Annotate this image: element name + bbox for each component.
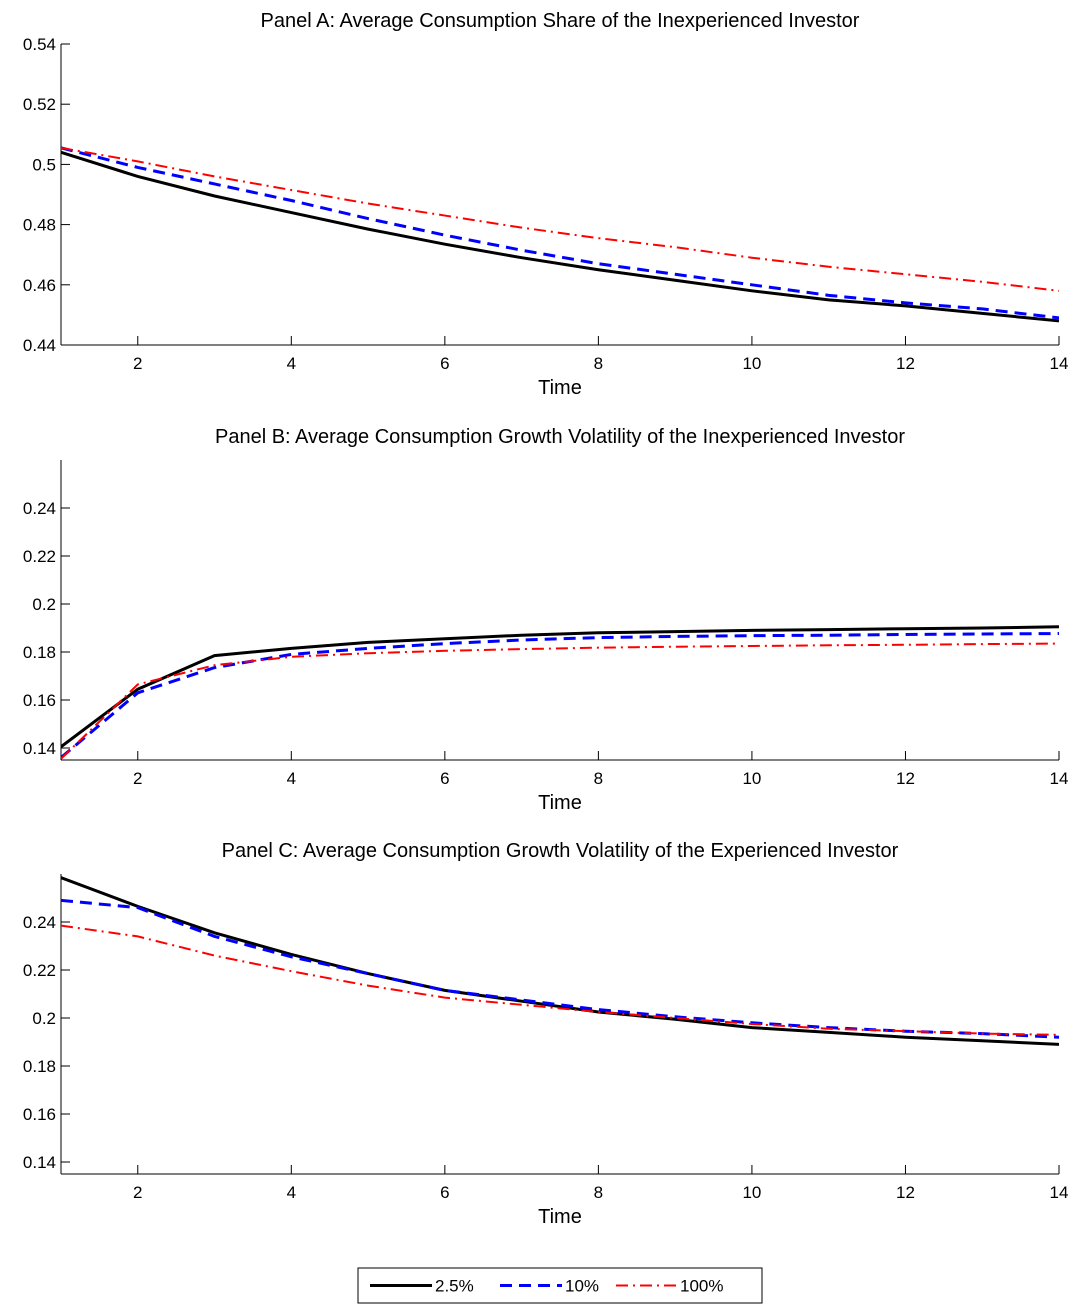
y-tick-label: 0.2 (32, 595, 56, 614)
x-tick-label: 2 (133, 1183, 142, 1202)
x-tick-label: 10 (742, 769, 761, 788)
x-tick-label: 14 (1050, 1183, 1069, 1202)
y-tick-label: 0.24 (23, 913, 56, 932)
x-tick-label: 6 (440, 354, 449, 373)
x-tick-label: 14 (1050, 354, 1069, 373)
series-line-10pct (61, 632, 1059, 759)
panel-a: Panel A: Average Consumption Share of th… (23, 10, 1069, 399)
y-tick-label: 0.24 (23, 499, 56, 518)
x-tick-label: 10 (742, 1183, 761, 1202)
y-tick-label: 0.22 (23, 961, 56, 980)
x-axis-label: Time (538, 1206, 582, 1228)
y-tick-label: 0.14 (23, 739, 56, 758)
series-line-100pct (61, 924, 1059, 1036)
y-tick-label: 0.54 (23, 35, 56, 54)
x-axis-label: Time (538, 792, 582, 814)
y-tick-label: 0.52 (23, 95, 56, 114)
x-tick-label: 4 (287, 354, 296, 373)
panel-c: Panel C: Average Consumption Growth Vola… (23, 840, 1069, 1228)
series-line-2-5pct (61, 150, 1059, 323)
y-tick-label: 0.2 (32, 1009, 56, 1028)
x-tick-label: 14 (1050, 769, 1069, 788)
series-line-100pct (61, 642, 1059, 760)
panel-title: Panel B: Average Consumption Growth Vola… (215, 426, 905, 448)
y-tick-label: 0.14 (23, 1153, 56, 1172)
y-tick-label: 0.18 (23, 1057, 56, 1076)
x-tick-label: 8 (594, 769, 603, 788)
series-line-10pct (61, 146, 1059, 320)
panel-title: Panel C: Average Consumption Growth Vola… (222, 840, 899, 862)
y-tick-label: 0.46 (23, 276, 56, 295)
x-tick-label: 2 (133, 769, 142, 788)
y-tick-label: 0.16 (23, 1105, 56, 1124)
legend-label: 2.5% (435, 1277, 474, 1296)
series-line-2-5pct (61, 876, 1059, 1046)
x-tick-label: 12 (896, 769, 915, 788)
legend-label: 10% (565, 1277, 599, 1296)
x-axis-label: Time (538, 377, 582, 399)
x-tick-label: 4 (287, 769, 296, 788)
y-tick-label: 0.5 (32, 155, 56, 174)
series-line-2-5pct (61, 625, 1059, 748)
y-tick-label: 0.44 (23, 336, 56, 355)
x-tick-label: 12 (896, 1183, 915, 1202)
x-tick-label: 6 (440, 1183, 449, 1202)
x-tick-label: 10 (742, 354, 761, 373)
series-line-10pct (61, 898, 1059, 1039)
series-line-100pct (61, 146, 1059, 292)
x-tick-label: 12 (896, 354, 915, 373)
x-tick-label: 8 (594, 1183, 603, 1202)
legend-label: 100% (680, 1277, 723, 1296)
x-tick-label: 6 (440, 769, 449, 788)
x-tick-label: 4 (287, 1183, 296, 1202)
y-tick-label: 0.48 (23, 216, 56, 235)
y-tick-label: 0.18 (23, 643, 56, 662)
panel-title: Panel A: Average Consumption Share of th… (261, 10, 860, 32)
x-tick-label: 8 (594, 354, 603, 373)
y-tick-label: 0.22 (23, 547, 56, 566)
legend: 2.5% 10% 100% (357, 1267, 763, 1304)
panel-b: Panel B: Average Consumption Growth Vola… (23, 426, 1069, 814)
y-tick-label: 0.16 (23, 691, 56, 710)
x-tick-label: 2 (133, 354, 142, 373)
